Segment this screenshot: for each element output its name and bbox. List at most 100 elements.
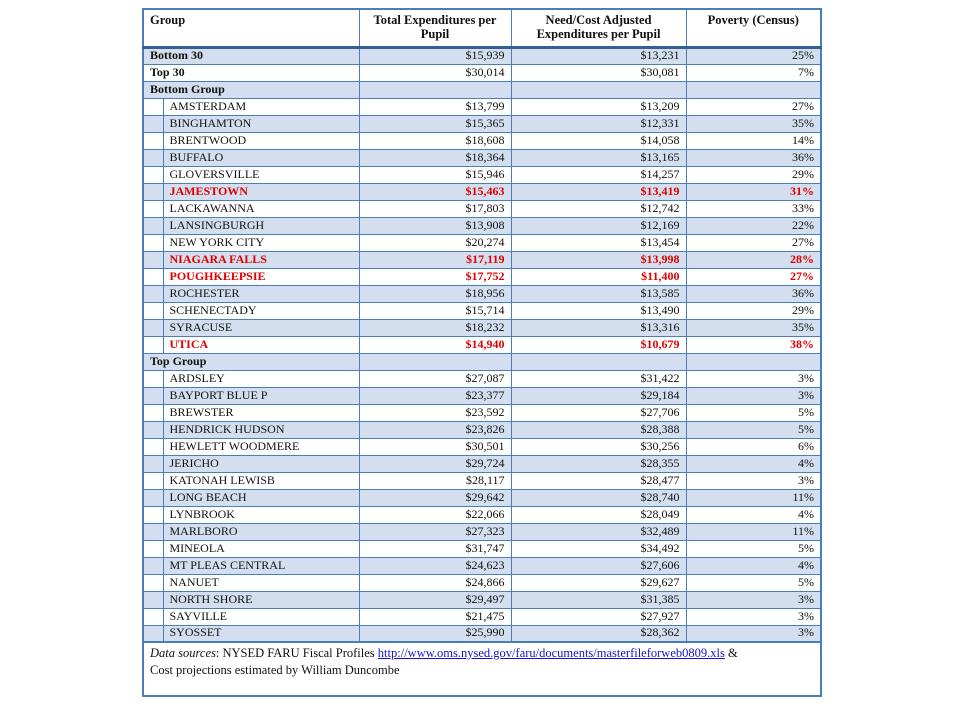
district-row: SCHENECTADY $15,714 $13,490 29% bbox=[142, 301, 822, 320]
indent-cell bbox=[142, 114, 164, 133]
total-expenditures-cell: $18,364 bbox=[358, 148, 512, 167]
group-label-cell: Top 30 bbox=[142, 63, 360, 82]
total-expenditures-cell: $22,066 bbox=[358, 505, 512, 524]
district-row: MINEOLA $31,747 $34,492 5% bbox=[142, 539, 822, 558]
district-name-cell: LYNBROOK bbox=[162, 505, 360, 524]
poverty-cell: 5% bbox=[685, 573, 822, 592]
poverty-cell: 27% bbox=[685, 97, 822, 116]
poverty-cell: 36% bbox=[685, 148, 822, 167]
indent-cell bbox=[142, 148, 164, 167]
indent-cell bbox=[142, 488, 164, 507]
district-name-cell: NIAGARA FALLS bbox=[162, 250, 360, 269]
district-name-cell: AMSTERDAM bbox=[162, 97, 360, 116]
district-row: HENDRICK HUDSON $23,826 $28,388 5% bbox=[142, 420, 822, 439]
need-adjusted-cell: $13,419 bbox=[510, 182, 687, 201]
district-name-cell: ROCHESTER bbox=[162, 284, 360, 303]
indent-cell bbox=[142, 267, 164, 286]
district-row: SYRACUSE $18,232 $13,316 35% bbox=[142, 318, 822, 337]
total-expenditures-cell: $24,866 bbox=[358, 573, 512, 592]
total-expenditures-cell: $15,463 bbox=[358, 182, 512, 201]
district-name-cell: LANSINGBURGH bbox=[162, 216, 360, 235]
poverty-cell: 29% bbox=[685, 301, 822, 320]
need-adjusted-cell: $29,627 bbox=[510, 573, 687, 592]
indent-cell bbox=[142, 97, 164, 116]
need-adjusted-cell: $34,492 bbox=[510, 539, 687, 558]
indent-cell bbox=[142, 539, 164, 558]
district-name-cell: SAYVILLE bbox=[162, 607, 360, 626]
district-row: NEW YORK CITY $20,274 $13,454 27% bbox=[142, 233, 822, 252]
indent-cell bbox=[142, 505, 164, 524]
need-adjusted-cell: $27,706 bbox=[510, 403, 687, 422]
indent-cell bbox=[142, 607, 164, 626]
district-row: SAYVILLE $21,475 $27,927 3% bbox=[142, 607, 822, 626]
district-name-cell: POUGHKEEPSIE bbox=[162, 267, 360, 286]
need-adjusted-cell: $12,169 bbox=[510, 216, 687, 235]
district-name-cell: BRENTWOOD bbox=[162, 131, 360, 150]
table-body: Bottom 30 $15,939 $13,231 25% Top 30 $30,014 $… bbox=[142, 46, 822, 643]
district-name-cell: JAMESTOWN bbox=[162, 182, 360, 201]
total-expenditures-cell: $18,956 bbox=[358, 284, 512, 303]
total-expenditures-cell: $17,752 bbox=[358, 267, 512, 286]
section-row: Top Group bbox=[142, 352, 822, 371]
indent-cell bbox=[142, 624, 164, 643]
indent-cell bbox=[142, 216, 164, 235]
indent-cell bbox=[142, 471, 164, 490]
poverty-cell: 29% bbox=[685, 165, 822, 184]
need-adjusted-cell: $12,742 bbox=[510, 199, 687, 218]
poverty-cell: 14% bbox=[685, 131, 822, 150]
need-adjusted-cell: $28,049 bbox=[510, 505, 687, 524]
need-adjusted-cell: $29,184 bbox=[510, 386, 687, 405]
poverty-cell: 3% bbox=[685, 471, 822, 490]
total-expenditures-cell: $30,014 bbox=[358, 63, 512, 82]
need-adjusted-cell: $28,362 bbox=[510, 624, 687, 643]
district-row: HEWLETT WOODMERE $30,501 $30,256 6% bbox=[142, 437, 822, 456]
total-expenditures-cell: $27,323 bbox=[358, 522, 512, 541]
expenditures-table: Group Total Expenditures per Pupil Need/… bbox=[142, 8, 823, 697]
total-expenditures-cell: $28,117 bbox=[358, 471, 512, 490]
need-adjusted-cell: $30,256 bbox=[510, 437, 687, 456]
district-row: NANUET $24,866 $29,627 5% bbox=[142, 573, 822, 592]
district-row: JAMESTOWN $15,463 $13,419 31% bbox=[142, 182, 822, 201]
total-expenditures-cell: $29,724 bbox=[358, 454, 512, 473]
need-adjusted-cell: $13,209 bbox=[510, 97, 687, 116]
total-expenditures-cell: $15,946 bbox=[358, 165, 512, 184]
total-expenditures-cell: $18,608 bbox=[358, 131, 512, 150]
group-label-cell: Top Group bbox=[142, 352, 360, 371]
need-adjusted-cell bbox=[510, 80, 687, 99]
district-name-cell: BAYPORT BLUE P bbox=[162, 386, 360, 405]
need-adjusted-cell: $10,679 bbox=[510, 335, 687, 354]
poverty-cell: 3% bbox=[685, 624, 822, 643]
total-expenditures-cell: $15,365 bbox=[358, 114, 512, 133]
district-row: NIAGARA FALLS $17,119 $13,998 28% bbox=[142, 250, 822, 269]
indent-cell bbox=[142, 386, 164, 405]
district-row: BAYPORT BLUE P $23,377 $29,184 3% bbox=[142, 386, 822, 405]
district-row: KATONAH LEWISB $28,117 $28,477 3% bbox=[142, 471, 822, 490]
district-row: MT PLEAS CENTRAL $24,623 $27,606 4% bbox=[142, 556, 822, 575]
poverty-cell: 22% bbox=[685, 216, 822, 235]
poverty-cell: 5% bbox=[685, 420, 822, 439]
indent-cell bbox=[142, 573, 164, 592]
header-poverty-census: Poverty (Census) bbox=[685, 8, 822, 49]
indent-cell bbox=[142, 437, 164, 456]
need-adjusted-cell: $13,454 bbox=[510, 233, 687, 252]
indent-cell bbox=[142, 590, 164, 609]
poverty-cell: 38% bbox=[685, 335, 822, 354]
need-adjusted-cell bbox=[510, 352, 687, 371]
indent-cell bbox=[142, 250, 164, 269]
indent-cell bbox=[142, 522, 164, 541]
poverty-cell bbox=[685, 80, 822, 99]
poverty-cell: 25% bbox=[685, 46, 822, 65]
data-sources-label: Data sources bbox=[150, 646, 216, 660]
district-row: JERICHO $29,724 $28,355 4% bbox=[142, 454, 822, 473]
total-expenditures-cell: $13,799 bbox=[358, 97, 512, 116]
poverty-cell: 5% bbox=[685, 539, 822, 558]
district-name-cell: NORTH SHORE bbox=[162, 590, 360, 609]
need-adjusted-cell: $31,422 bbox=[510, 369, 687, 388]
need-adjusted-cell: $13,998 bbox=[510, 250, 687, 269]
poverty-cell: 36% bbox=[685, 284, 822, 303]
total-expenditures-cell: $17,803 bbox=[358, 199, 512, 218]
total-expenditures-cell: $15,939 bbox=[358, 46, 512, 65]
district-row: LACKAWANNA $17,803 $12,742 33% bbox=[142, 199, 822, 218]
need-adjusted-cell: $13,165 bbox=[510, 148, 687, 167]
source-link[interactable]: http://www.oms.nysed.gov/faru/documents/… bbox=[377, 646, 725, 660]
